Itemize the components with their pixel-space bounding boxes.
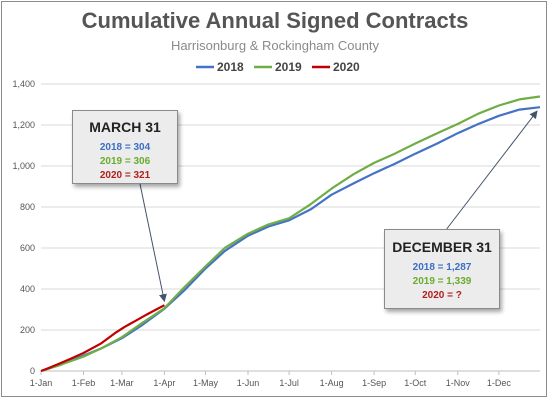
chart-subtitle: Harrisonburg & Rockingham County (170, 38, 380, 53)
annotation-arrows (139, 110, 538, 303)
series-lines (40, 95, 541, 373)
annotation-december-31: DECEMBER 31 2018 = 1,287 2019 = 1,339 20… (384, 229, 500, 309)
annotation-december-31-2018: 2018 = 1,287 (412, 262, 472, 273)
y-tick-label: 1,400 (12, 79, 35, 89)
chart-legend: 2018 2019 2020 (196, 60, 360, 74)
x-tick-label: 1-Mar (110, 378, 134, 388)
y-axis-ticks: 0 200 400 600 800 1,000 1,200 1,400 (12, 79, 35, 376)
annotation-march-31-2020: 2020 = 321 (99, 170, 151, 181)
x-tick-label: 1-Aug (320, 378, 344, 388)
y-tick-label: 200 (20, 325, 35, 335)
annotation-arrow (446, 110, 538, 230)
annotation-march-31-2018: 2018 = 304 (99, 142, 151, 153)
x-tick-label: 1-Nov (446, 378, 471, 388)
x-tick-label: 1-Dec (487, 378, 512, 388)
x-tick-label: 1-Sep (362, 378, 386, 388)
annotation-december-31-2019: 2019 = 1,339 (412, 276, 472, 287)
x-tick-label: 1-Jan (30, 378, 53, 388)
y-tick-label: 400 (20, 284, 35, 294)
x-tick-label: 1-Apr (153, 378, 175, 388)
x-tick-label: 1-Feb (72, 378, 96, 388)
x-axis-ticks: 1-Jan 1-Feb 1-Mar 1-Apr 1-May 1-Jun 1-Jul 1-Aug… (30, 371, 512, 388)
chart-title: Cumulative Annual Signed Contracts (81, 8, 469, 33)
annotation-december-31-2020: 2020 = ? (422, 290, 462, 301)
annotation-march-31-heading: MARCH 31 (89, 119, 161, 135)
y-tick-label: 1,200 (12, 120, 35, 130)
legend-label: 2019 (275, 60, 302, 74)
annotation-march-31: MARCH 31 2018 = 304 2019 = 306 2020 = 32… (72, 110, 178, 184)
series-line-2020 (40, 304, 165, 373)
y-tick-label: 600 (20, 243, 35, 253)
x-tick-label: 1-Jun (237, 378, 260, 388)
x-tick-label: 1-May (193, 378, 219, 388)
annotation-march-31-2019: 2019 = 306 (99, 156, 151, 167)
series-line-2019 (40, 95, 541, 373)
legend-label: 2018 (217, 60, 244, 74)
legend-label: 2020 (333, 60, 360, 74)
x-tick-label: 1-Jul (279, 378, 299, 388)
y-tick-label: 800 (20, 202, 35, 212)
x-tick-label: 1-Oct (404, 378, 427, 388)
annotation-december-31-heading: DECEMBER 31 (392, 239, 492, 255)
y-tick-label: 1,000 (12, 161, 35, 171)
y-tick-label: 0 (30, 366, 35, 376)
annotation-arrow (139, 181, 167, 303)
